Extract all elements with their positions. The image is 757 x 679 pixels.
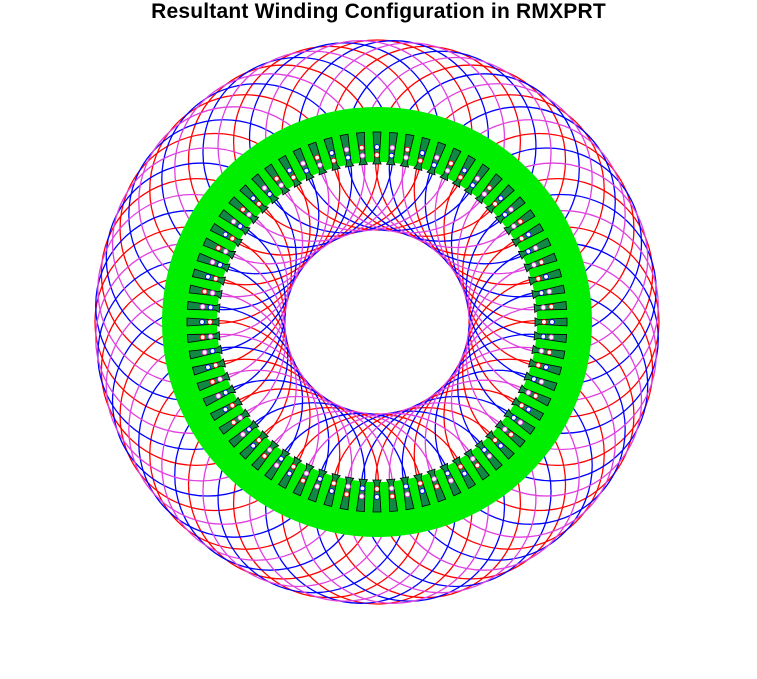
stator-slot [523,371,558,392]
stator-slot [191,358,227,376]
stator-slot [463,448,490,481]
stator-slot [372,131,382,165]
stator-slot [228,419,260,448]
stator-slot [523,252,558,273]
stator-slot [186,330,221,344]
stator-slot [292,462,315,497]
stator-slot [511,396,545,422]
stator-slot [372,479,382,513]
stator-slot [339,476,355,511]
stator-slot [485,430,515,460]
stator-slot [202,384,237,407]
stator-slot [251,173,280,205]
stator-slot [413,136,431,172]
stator-slot [355,478,369,513]
stator-slot [503,408,536,435]
coil-end-loop [161,83,353,275]
stator-slot [251,439,280,471]
figure-title: Resultant Winding Configuration in RMXPR… [151,0,606,23]
stator-slot [239,430,269,460]
stator-slot [218,209,251,236]
stator-slot [399,133,415,168]
stator-slot [292,147,315,182]
coil-end-loop [149,358,341,550]
stator-slot [533,330,568,344]
stator-slot [534,317,568,327]
coil-end-loop [128,119,320,311]
coil-end-loop [434,333,626,525]
coil-end-loop [388,73,580,265]
stator-slot [228,196,260,225]
stator-slots-layer [186,131,568,513]
stator-slot [191,268,227,286]
coil-end-loop [161,369,353,561]
coil-end-loop [128,333,320,525]
stator-slot [323,136,341,172]
stator-slot [239,184,269,214]
stator-slot [439,147,462,182]
stator-slot [188,284,223,300]
stator-slot [323,472,341,508]
coil-end-loop [174,379,366,571]
stator-slot [355,131,369,166]
coil-end-loop [413,358,605,550]
stator-slot [186,317,220,327]
stator-slot [494,196,526,225]
stator-slot [385,131,399,166]
stator-slot [474,439,503,471]
coil-end-loop [424,346,616,538]
coil-end-loop [388,379,580,571]
stator-slot [307,468,328,503]
coil-end-loop [174,73,366,265]
stator-slot [186,300,221,314]
stator-slot [426,141,447,176]
stator-slot [264,163,291,196]
stator-slot [307,141,328,176]
stator-slot [517,237,552,260]
stator-core-layer [162,107,592,537]
stator-slot [533,300,568,314]
stator-slot [485,184,515,214]
stator-slot [399,476,415,511]
stator-slot [339,133,355,168]
stator-slot [517,384,552,407]
stator-slot [451,456,477,490]
stator-slot [277,154,303,188]
stator-slot [511,222,545,248]
stator-slot [439,462,462,497]
stator-slot [494,419,526,448]
stator-slot [209,222,243,248]
stator-slot [209,396,243,422]
stator-slot [196,252,231,273]
stator-slot [527,268,563,286]
stator-slot [463,163,490,196]
stator-slot [385,478,399,513]
stator-core [162,107,592,537]
stator-slot [527,358,563,376]
stator-slot [531,344,566,360]
stator-slot [218,408,251,435]
coil-end-loop [413,94,605,286]
coil-end-loop [149,94,341,286]
stator-slot [196,371,231,392]
stator-slot [264,448,291,481]
stator-slot [188,344,223,360]
stator-slot [277,456,303,490]
stator-slot [202,237,237,260]
stator-slot [531,284,566,300]
stator-slot [474,173,503,205]
stator-slot [503,209,536,236]
stator-slot [451,154,477,188]
coil-end-loop [138,106,330,298]
coil-end-loop [434,119,626,311]
stator-slot [413,472,431,508]
stator-slot [426,468,447,503]
